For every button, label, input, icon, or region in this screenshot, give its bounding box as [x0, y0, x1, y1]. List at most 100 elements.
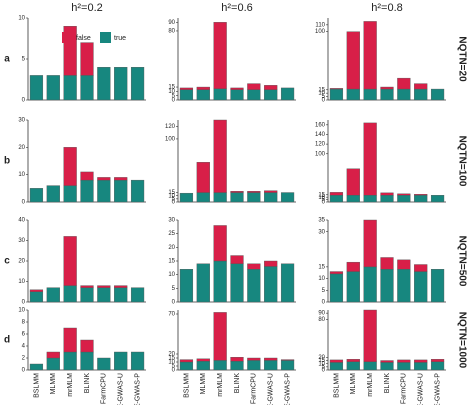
x-tick-label: BSLMM	[33, 373, 40, 398]
bar-segment	[430, 359, 445, 362]
bar-segment	[114, 285, 128, 288]
y-tick-label: 80	[318, 317, 325, 323]
x-tick-label: E-GWAS-U	[418, 373, 425, 405]
bar-segment	[397, 359, 411, 363]
y-tick-label: 160	[315, 122, 326, 128]
bar-segment	[179, 89, 194, 101]
legend-swatch	[62, 32, 73, 43]
bar-segment	[363, 88, 377, 101]
y-tick-label: 15	[168, 259, 175, 265]
bar-segment	[264, 89, 278, 101]
bar-segment	[397, 259, 411, 270]
bar-segment	[346, 195, 360, 203]
bar-segment	[80, 351, 94, 371]
bar-segment	[363, 361, 377, 371]
bar-segment	[280, 360, 295, 371]
bar-segment	[247, 192, 261, 203]
bar-segment	[97, 357, 111, 371]
y-tick-label: 0	[322, 300, 326, 306]
bar-segment	[247, 269, 261, 303]
bar-segment	[346, 271, 360, 303]
column-title: h²=0.2	[71, 2, 103, 14]
bar-segment	[430, 269, 445, 303]
y-tick-label: 5	[322, 364, 326, 370]
bar-segment	[213, 312, 227, 361]
bar-segment	[213, 225, 227, 262]
x-tick-label: E-GWAS-P	[284, 373, 291, 405]
row-letter: d	[4, 335, 10, 346]
y-tick-label: 2	[22, 356, 26, 362]
bar-segment	[346, 261, 360, 272]
bar-segment	[380, 88, 394, 101]
bar-segment	[346, 361, 360, 371]
bar-segment	[179, 269, 194, 303]
bar-segment	[397, 195, 411, 203]
y-tick-label: 20	[168, 245, 175, 251]
bar-segment	[114, 177, 128, 181]
x-tick-label: BLINK	[84, 373, 91, 394]
x-tick-label: BLINK	[384, 373, 391, 394]
bar-segment	[63, 185, 77, 203]
bar-segment	[130, 179, 145, 203]
bar-segment	[363, 219, 377, 268]
bar-segment	[130, 66, 145, 101]
bar-segment	[80, 75, 94, 101]
y-tick-label: 25	[168, 231, 175, 237]
bar-segment	[63, 75, 77, 101]
x-tick-label: BLINK	[234, 373, 241, 394]
x-tick-label: E-GWAS-U	[118, 373, 125, 405]
y-tick-label: 10	[318, 91, 325, 97]
bar-segment	[346, 168, 360, 196]
bar-segment	[46, 351, 60, 359]
bar-segment	[179, 361, 194, 371]
bar-segment	[329, 359, 344, 363]
bar-segment	[179, 359, 194, 363]
bar-segment	[329, 192, 344, 196]
y-tick-label: 140	[315, 132, 326, 138]
bar-segment	[196, 89, 210, 101]
y-tick-label: 15	[318, 358, 325, 364]
y-tick-label: 5	[22, 57, 26, 63]
y-tick-label: 15	[318, 87, 325, 93]
bar-segment	[80, 42, 94, 76]
y-tick-label: 35	[318, 218, 325, 224]
y-tick-label: 30	[318, 229, 325, 235]
bar-segment	[247, 263, 261, 270]
y-tick-label: 120	[315, 142, 326, 148]
bar-segment	[97, 66, 111, 101]
bar-segment	[230, 87, 244, 90]
bar-segment	[230, 192, 244, 203]
bar-segment	[196, 263, 210, 303]
row-label: NQTN=100	[456, 136, 467, 187]
bar-segment	[46, 287, 60, 303]
bar-segment	[46, 357, 60, 371]
bar-segment	[363, 122, 377, 196]
bar-segment	[414, 83, 428, 90]
y-tick-label: 10	[168, 360, 175, 366]
bar-segment	[29, 291, 44, 303]
bar-segment	[230, 361, 244, 371]
bar-segment	[264, 85, 278, 90]
x-tick-label: mrMLM	[367, 373, 374, 397]
bar-segment	[213, 22, 227, 89]
y-tick-label: 8	[22, 320, 26, 326]
bar-segment	[80, 339, 94, 353]
bar-segment	[414, 88, 428, 101]
x-tick-label: FarmCPU	[401, 373, 408, 404]
y-tick-label: 90	[318, 311, 325, 317]
bar-segment	[247, 191, 261, 193]
bar-segment	[397, 88, 411, 101]
bar-segment	[430, 361, 445, 371]
y-tick-label: 100	[315, 151, 326, 157]
bar-segment	[329, 271, 344, 275]
bar-segment	[230, 89, 244, 101]
bar-segment	[430, 88, 445, 101]
bar-segment	[363, 195, 377, 203]
y-tick-label: 5	[172, 196, 176, 202]
bar-segment	[280, 192, 295, 203]
bar-segment	[46, 185, 60, 203]
legend-swatch	[100, 32, 111, 43]
y-tick-label: 5	[172, 364, 176, 370]
bar-segment	[213, 88, 227, 101]
bar-segment	[363, 309, 377, 362]
